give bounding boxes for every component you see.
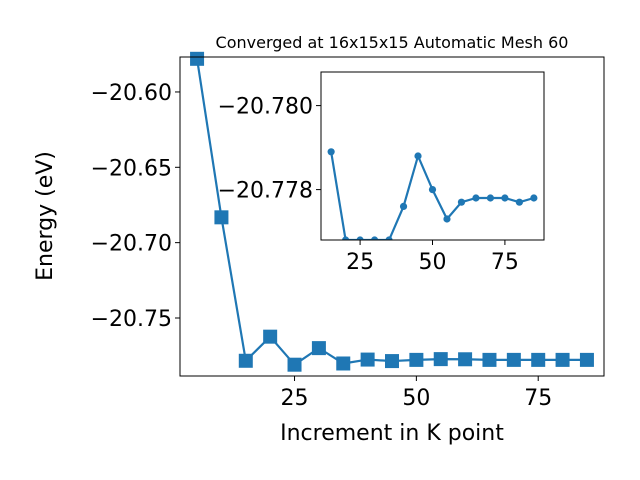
main-data-point [214, 210, 229, 225]
main-x-tick-label: 25 [281, 386, 309, 411]
main-x-tick-label: 50 [402, 386, 430, 411]
x-axis-label: Increment in K point [280, 421, 504, 446]
main-data-point [482, 352, 497, 367]
main-data-point [336, 356, 351, 371]
main-y-tick-label: −20.65 [91, 156, 172, 181]
main-data-point [263, 329, 278, 344]
inset-axes: 25 50 75 −20.778 −20.780 [218, 71, 545, 275]
main-data-point [190, 51, 205, 66]
inset-ticks: 25 50 75 −20.778 −20.780 [218, 95, 519, 275]
main-data-point [360, 352, 375, 367]
inset-data-point [457, 198, 466, 206]
inset-x-tick-label: 75 [491, 250, 519, 275]
inset-data-point [515, 198, 523, 206]
main-data-point [409, 352, 424, 367]
main-data-point [506, 352, 521, 367]
inset-data-point [370, 236, 379, 240]
inset-data-point [356, 236, 364, 240]
main-y-tick-label: −20.70 [91, 232, 172, 257]
main-x-tick-label: 75 [524, 386, 552, 411]
main-data-point [433, 352, 448, 367]
inset-data-point [501, 194, 509, 202]
main-ticks: 25 50 75 −20.75 −20.70 −20.65 −20.60 [91, 81, 553, 411]
main-data-point [238, 353, 253, 368]
inset-data-point [472, 194, 480, 202]
inset-axes-frame [320, 71, 545, 241]
main-y-tick-label: −20.60 [91, 81, 172, 106]
y-axis-label: Energy (eV) [33, 151, 58, 281]
main-data-point [311, 341, 326, 356]
inset-data-point [414, 152, 422, 160]
inset-data-point [342, 236, 350, 240]
main-y-tick-label: −20.75 [91, 307, 172, 332]
inset-data-point [327, 148, 335, 156]
main-data-point [579, 352, 594, 367]
inset-x-tick-label: 25 [346, 250, 374, 275]
main-data-point [458, 352, 473, 367]
inset-x-tick-label: 50 [419, 250, 447, 275]
inset-y-tick-label: −20.778 [218, 179, 313, 204]
inset-data-layer [327, 148, 538, 240]
main-data-point [531, 352, 546, 367]
main-data-point [287, 357, 302, 372]
main-data-layer [190, 51, 594, 372]
inset-data-point [399, 202, 408, 210]
inset-background [321, 72, 544, 240]
main-axes: 25 50 75 −20.75 −20.70 −20.65 −20.60 Converged… [33, 33, 605, 446]
inset-y-tick-label: −20.780 [218, 95, 313, 120]
inset-data-point [428, 186, 437, 194]
main-data-point [385, 354, 399, 369]
inset-data-point [443, 215, 451, 223]
inset-data-point [385, 236, 393, 240]
main-data-point [555, 352, 570, 367]
chart-title: Converged at 16x15x15 Automatic Mesh 60 [216, 33, 569, 52]
main-axes-frame [179, 56, 605, 377]
inset-data-point [530, 194, 538, 202]
inset-data-point [486, 194, 495, 202]
